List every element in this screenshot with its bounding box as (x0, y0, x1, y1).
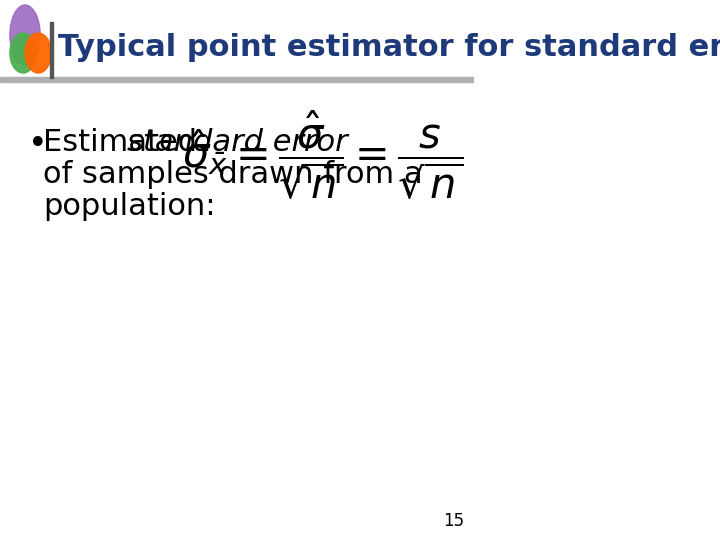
Circle shape (10, 33, 36, 73)
Bar (50, 22, 53, 78)
Ellipse shape (10, 5, 40, 65)
Text: 15: 15 (444, 512, 464, 530)
Text: population:: population: (42, 192, 215, 221)
Text: standard error: standard error (127, 128, 347, 157)
Text: Typical point estimator for standard errors: Typical point estimator for standard err… (58, 33, 720, 63)
Bar (0, 77, 474, 82)
Text: $\hat{\sigma}_{\bar{x}} = \dfrac{\hat{\sigma}}{\sqrt{n}} = \dfrac{s}{\sqrt{n}}$: $\hat{\sigma}_{\bar{x}} = \dfrac{\hat{\s… (182, 108, 464, 202)
Text: Estimated: Estimated (42, 128, 207, 157)
Text: of samples drawn from a: of samples drawn from a (42, 160, 423, 189)
Circle shape (25, 33, 51, 73)
Text: •: • (27, 128, 48, 161)
